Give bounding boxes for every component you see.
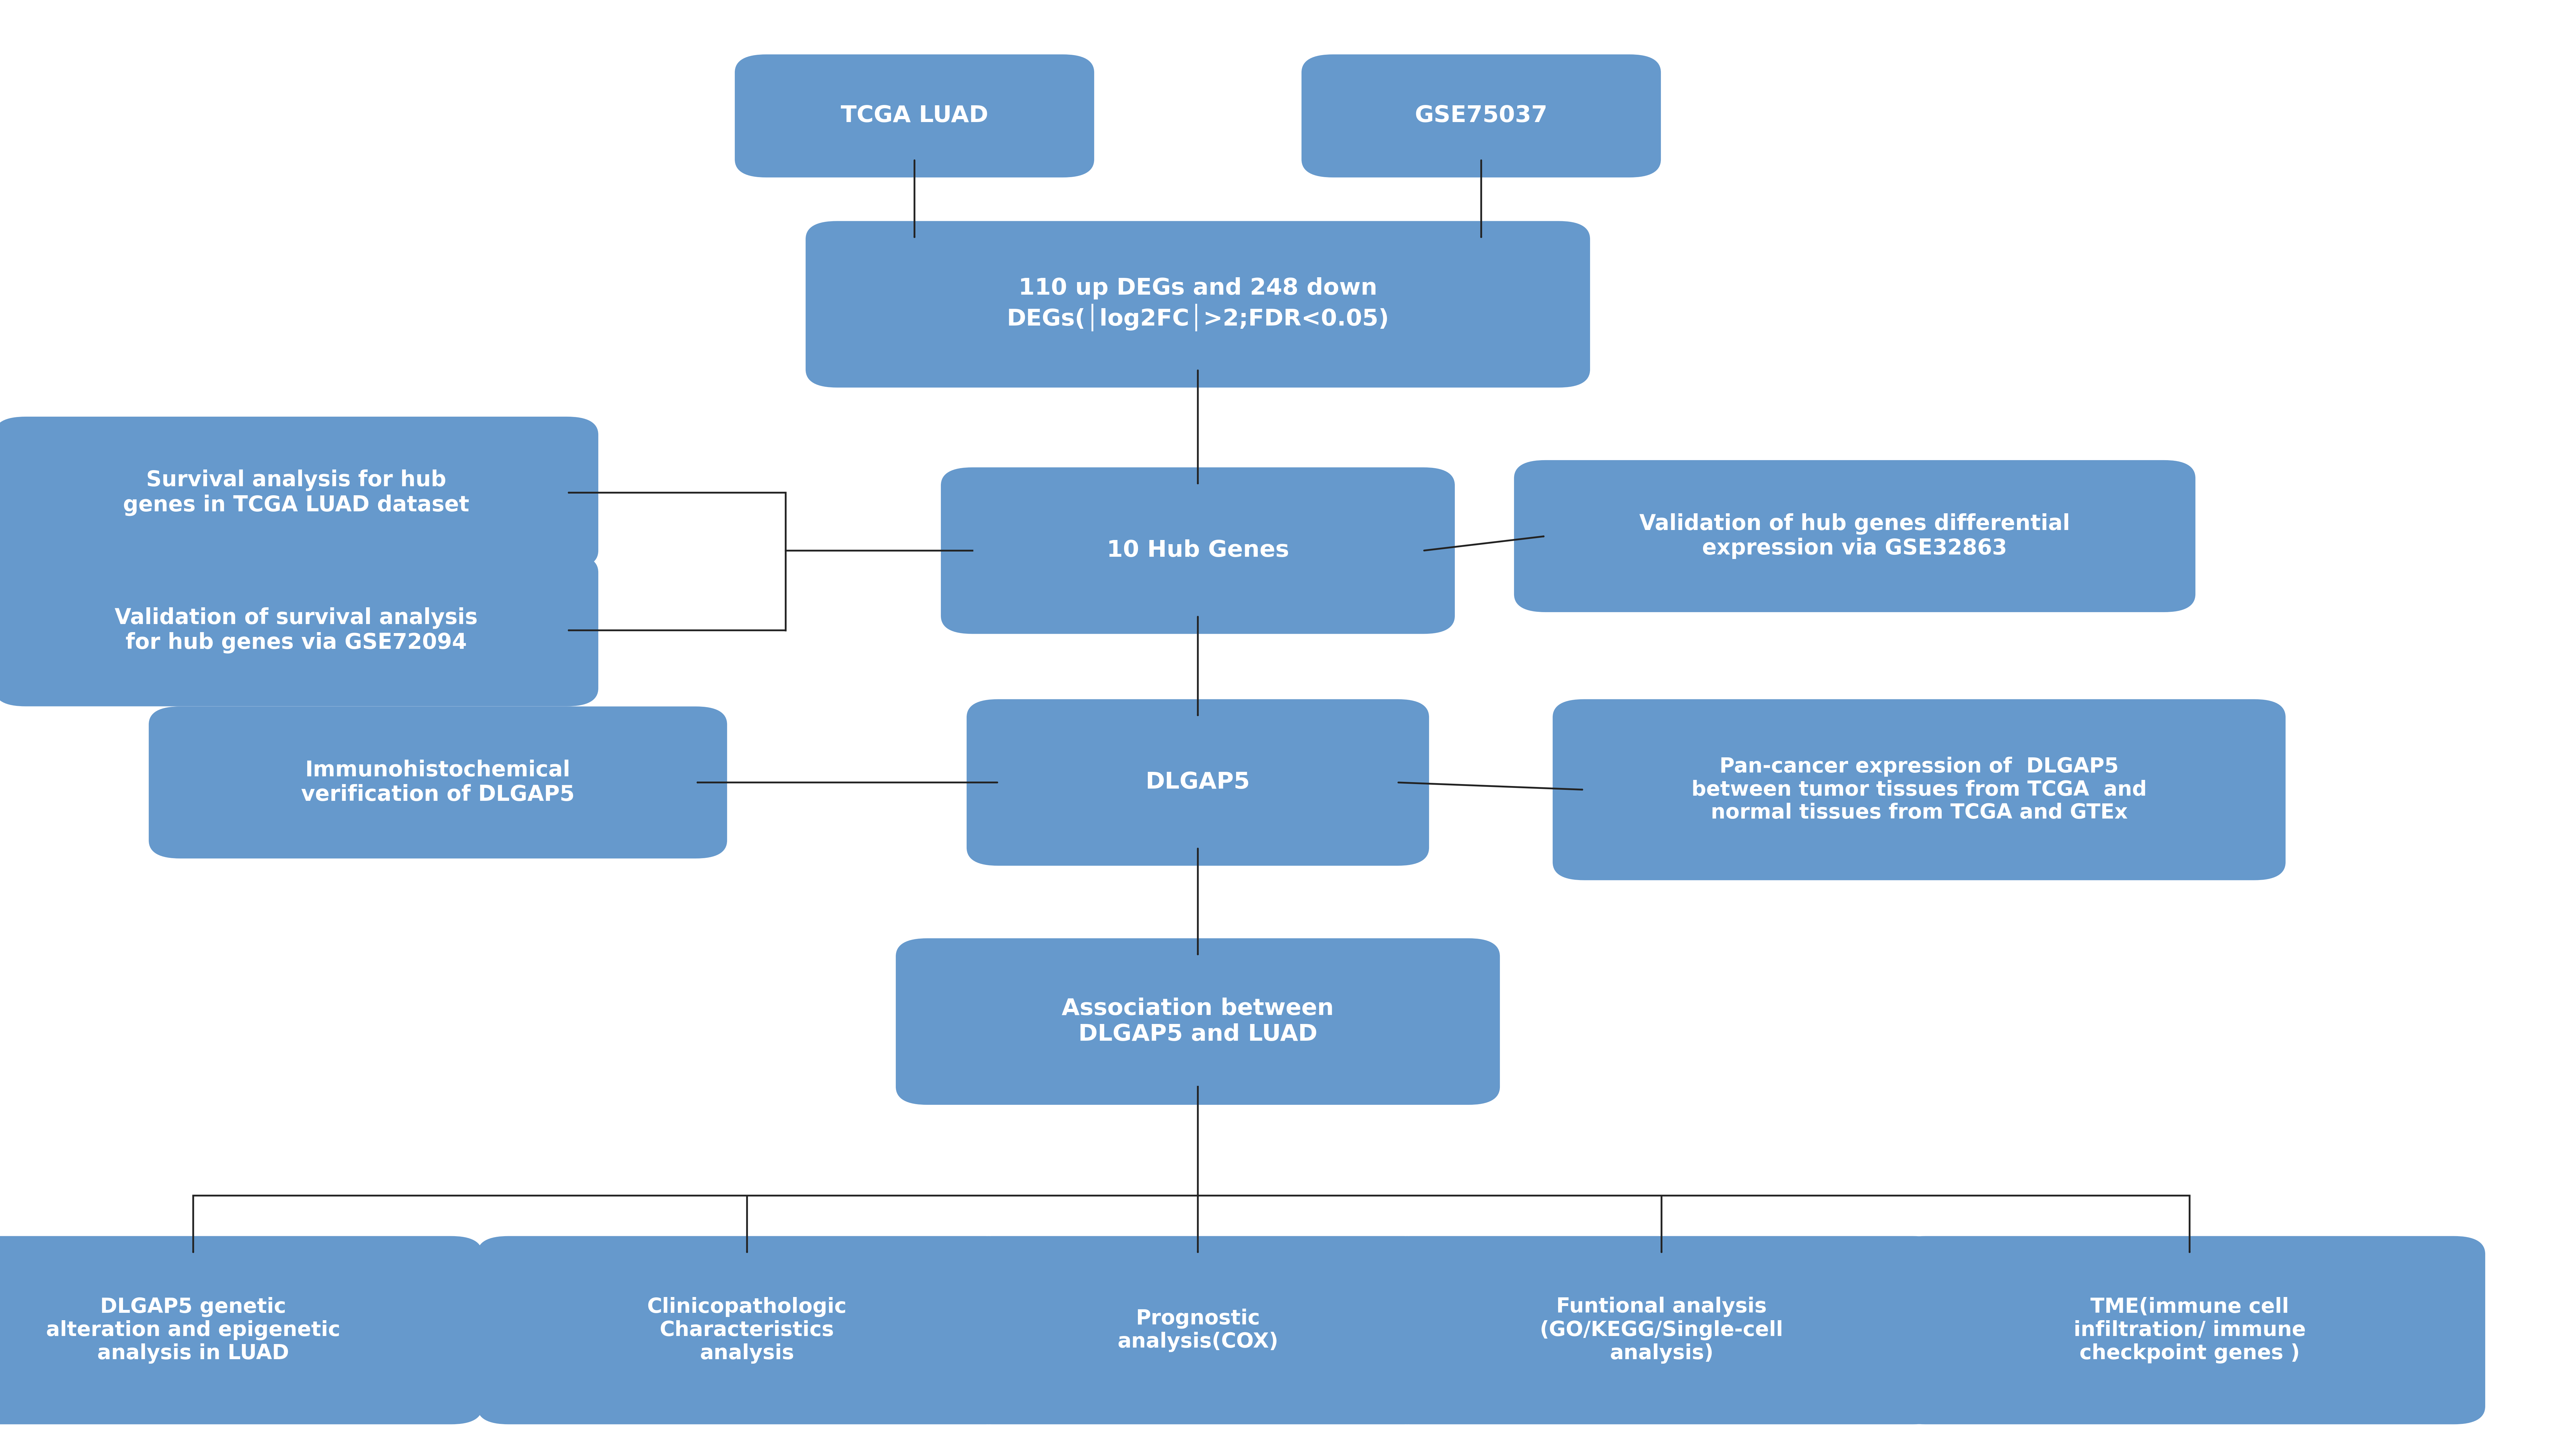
Text: Association between
DLGAP5 and LUAD: Association between DLGAP5 and LUAD	[1061, 997, 1334, 1046]
Text: Survival analysis for hub
genes in TCGA LUAD dataset: Survival analysis for hub genes in TCGA …	[124, 469, 469, 516]
FancyBboxPatch shape	[1381, 1236, 1945, 1423]
Text: DLGAP5 genetic
alteration and epigenetic
analysis in LUAD: DLGAP5 genetic alteration and epigenetic…	[46, 1297, 340, 1364]
Text: Validation of hub genes differential
expression via GSE32863: Validation of hub genes differential exp…	[1638, 513, 2071, 559]
FancyBboxPatch shape	[1893, 1236, 2483, 1423]
FancyBboxPatch shape	[943, 468, 1453, 633]
Text: TME(immune cell
infiltration/ immune
checkpoint genes ): TME(immune cell infiltration/ immune che…	[2074, 1297, 2306, 1364]
Text: Immunohistochemical
verification of DLGAP5: Immunohistochemical verification of DLGA…	[301, 759, 574, 806]
FancyBboxPatch shape	[0, 555, 598, 706]
Text: GSE75037: GSE75037	[1414, 104, 1548, 128]
FancyBboxPatch shape	[1301, 55, 1659, 177]
FancyBboxPatch shape	[477, 1236, 1015, 1423]
FancyBboxPatch shape	[1553, 700, 2285, 880]
FancyBboxPatch shape	[149, 707, 726, 858]
FancyBboxPatch shape	[737, 55, 1092, 177]
Text: TCGA LUAD: TCGA LUAD	[840, 104, 989, 128]
FancyBboxPatch shape	[0, 417, 598, 568]
FancyBboxPatch shape	[961, 1236, 1435, 1423]
Text: Prognostic
analysis(COX): Prognostic analysis(COX)	[1118, 1308, 1278, 1352]
Text: Pan-cancer expression of  DLGAP5
between tumor tissues from TCGA  and
normal tis: Pan-cancer expression of DLGAP5 between …	[1692, 756, 2146, 823]
Text: 110 up DEGs and 248 down
DEGs(│log2FC│>2;FDR<0.05): 110 up DEGs and 248 down DEGs(│log2FC│>2…	[1007, 277, 1388, 332]
FancyBboxPatch shape	[806, 222, 1589, 387]
FancyBboxPatch shape	[969, 700, 1427, 865]
Text: Funtional analysis
(GO/KEGG/Single-cell
analysis): Funtional analysis (GO/KEGG/Single-cell …	[1540, 1297, 1783, 1364]
Text: Clinicopathologic
Characteristics
analysis: Clinicopathologic Characteristics analys…	[647, 1297, 848, 1364]
Text: 10 Hub Genes: 10 Hub Genes	[1108, 539, 1288, 562]
FancyBboxPatch shape	[896, 939, 1499, 1104]
FancyBboxPatch shape	[1515, 461, 2195, 611]
FancyBboxPatch shape	[0, 1236, 482, 1423]
Text: DLGAP5: DLGAP5	[1146, 771, 1249, 794]
Text: Validation of survival analysis
for hub genes via GSE72094: Validation of survival analysis for hub …	[116, 607, 477, 653]
